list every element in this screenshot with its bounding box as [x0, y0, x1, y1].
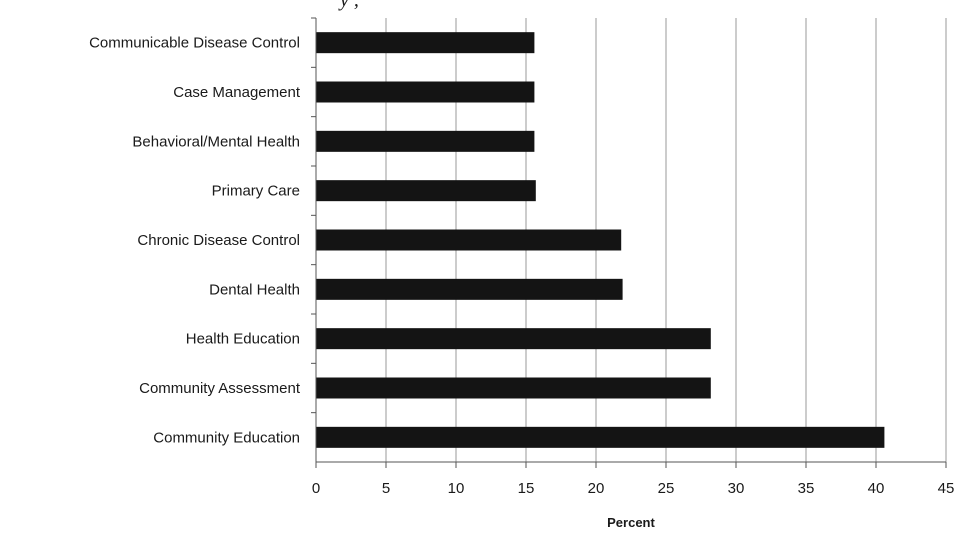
- category-label: Chronic Disease Control: [137, 232, 300, 249]
- bars: [316, 32, 885, 448]
- axes: [311, 17, 947, 468]
- bar: [316, 180, 536, 202]
- bar: [316, 426, 885, 448]
- bar: [316, 81, 535, 103]
- category-label: Case Management: [173, 84, 301, 101]
- x-tick-label: 45: [938, 480, 955, 497]
- x-tick-label: 10: [448, 480, 465, 497]
- category-label: Dental Health: [209, 281, 300, 298]
- bar: [316, 130, 535, 152]
- x-tick-label: 35: [798, 480, 815, 497]
- bar: [316, 328, 711, 350]
- x-tick-label: 40: [868, 480, 885, 497]
- category-label: Community Education: [153, 429, 300, 446]
- x-tick-label: 0: [312, 480, 320, 497]
- category-label: Communicable Disease Control: [89, 35, 300, 52]
- chart-title-fragment: y ,: [338, 0, 359, 11]
- x-tick-label: 5: [382, 480, 390, 497]
- category-labels: Communicable Disease Control Case Managem…: [89, 35, 301, 447]
- x-tick-label: 15: [518, 480, 535, 497]
- bar: [316, 229, 622, 251]
- x-tick-label: 25: [658, 480, 675, 497]
- category-label: Community Assessment: [139, 380, 301, 397]
- x-tick-labels: 0 5 10 15 20 25 30 35 40 45: [312, 480, 955, 497]
- x-tick-label: 20: [588, 480, 605, 497]
- category-label: Primary Care: [212, 183, 300, 200]
- x-axis-title: Percent: [607, 515, 655, 530]
- category-label: Behavioral/Mental Health: [132, 133, 300, 150]
- category-label: Health Education: [186, 331, 300, 348]
- bar: [316, 278, 623, 300]
- bar: [316, 32, 535, 54]
- x-tick-label: 30: [728, 480, 745, 497]
- bar: [316, 377, 711, 399]
